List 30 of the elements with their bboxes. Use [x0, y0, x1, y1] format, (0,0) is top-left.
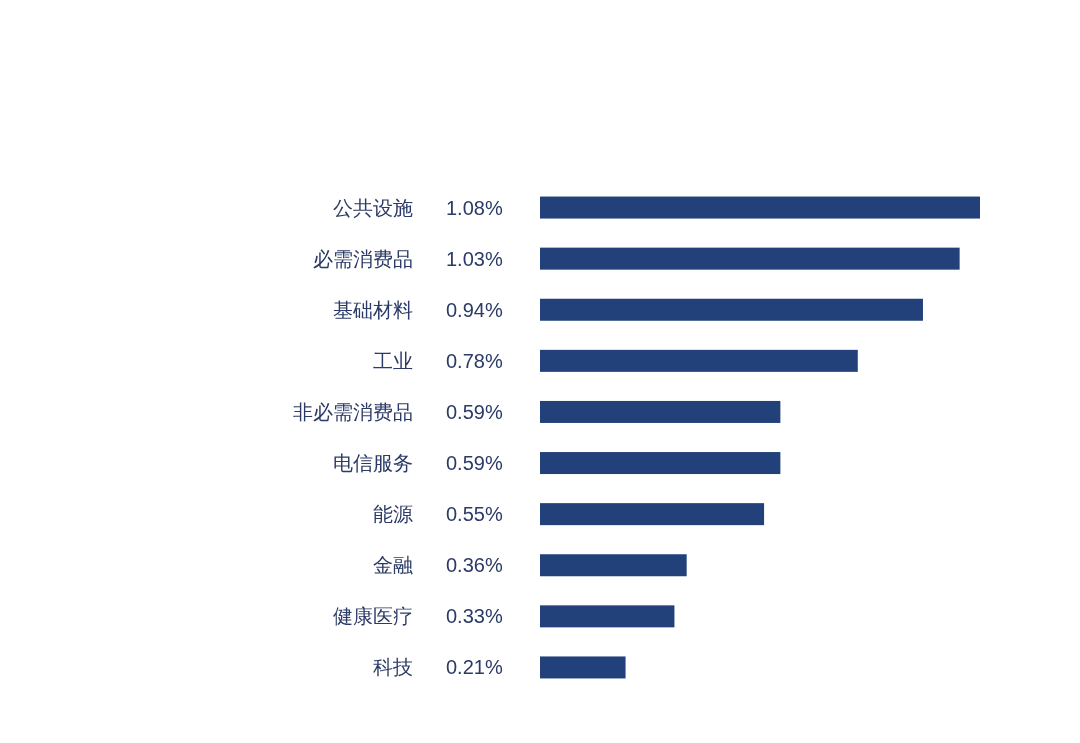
- bar: [540, 400, 781, 423]
- y-tick-label: 科技: [373, 656, 413, 679]
- bar: [540, 452, 781, 475]
- bar: [540, 656, 626, 679]
- bar: [540, 196, 980, 219]
- data-label: 0.21%: [446, 656, 503, 679]
- y-tick-label: 公共设施: [333, 196, 413, 219]
- data-label: 1.08%: [446, 196, 503, 219]
- bar: [540, 247, 960, 270]
- y-tick-label: 电信服务: [333, 452, 413, 475]
- data-label: 0.94%: [446, 298, 503, 321]
- bar: [540, 605, 675, 628]
- y-tick-label: 基础材料: [333, 298, 413, 321]
- bar: [540, 349, 858, 372]
- data-label: 0.59%: [446, 452, 503, 475]
- bar: [540, 554, 687, 577]
- data-label: 0.59%: [446, 400, 503, 423]
- y-tick-label: 能源: [373, 503, 413, 526]
- y-tick-label: 健康医疗: [333, 605, 413, 628]
- y-tick-label: 金融: [373, 554, 413, 577]
- bar: [540, 298, 923, 321]
- data-label: 1.03%: [446, 247, 503, 270]
- data-label: 0.78%: [446, 349, 503, 372]
- data-label: 0.36%: [446, 554, 503, 577]
- bar: [540, 503, 765, 526]
- data-label: 0.33%: [446, 605, 503, 628]
- data-label: 0.55%: [446, 503, 503, 526]
- y-tick-label: 非必需消费品: [293, 400, 413, 423]
- y-tick-label: 工业: [373, 349, 413, 372]
- y-tick-label: 必需消费品: [313, 247, 413, 270]
